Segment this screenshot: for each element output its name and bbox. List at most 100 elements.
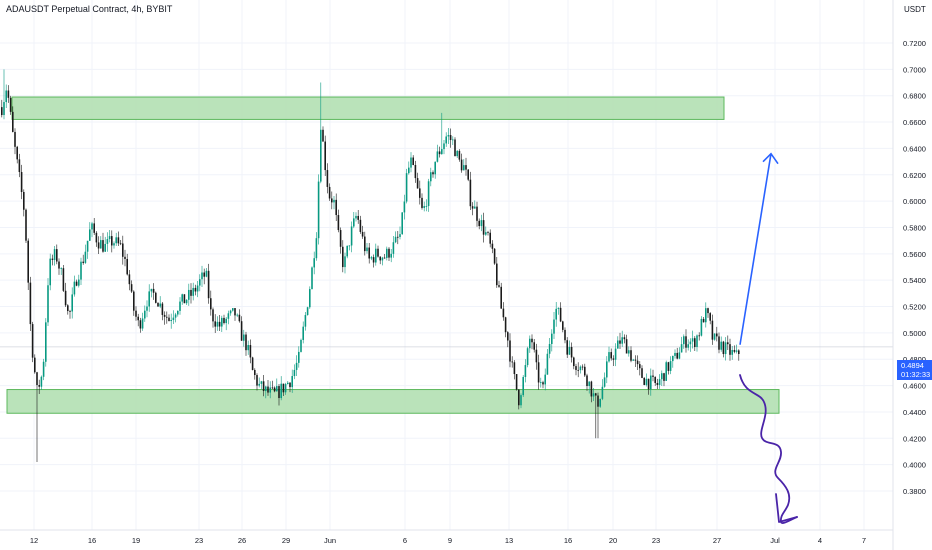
candle-body (392, 242, 395, 254)
candle-body (423, 206, 425, 208)
last-price-badge: 0.4894 01:32:33 (897, 360, 932, 380)
candle-body (280, 383, 282, 399)
candle-body (3, 102, 5, 116)
candle-body (493, 248, 496, 264)
candle-body (331, 198, 333, 203)
candle-body (51, 258, 54, 260)
candle-body (575, 366, 577, 370)
y-tick-label: 0.6600 (903, 118, 926, 127)
candle-body (551, 333, 553, 345)
candle-body (414, 164, 417, 179)
candle-body (298, 351, 300, 363)
x-tick-label: 23 (652, 536, 660, 545)
candle-body (108, 236, 111, 240)
chart-title: ADAUSDT Perpetual Contract, 4h, BYBIT (6, 4, 173, 14)
candle-body (97, 242, 100, 249)
candle-body (478, 220, 480, 227)
candle-body (509, 340, 511, 362)
candle-body (533, 342, 535, 350)
candle-body (460, 159, 463, 171)
candle-body (544, 374, 546, 385)
candle-body (201, 272, 203, 280)
candle-body (240, 321, 243, 341)
candle-body (42, 361, 45, 377)
candle-body (419, 188, 421, 198)
candle-body (454, 139, 456, 157)
candle-body (364, 236, 366, 252)
candle-body (95, 232, 98, 243)
candle-body (595, 393, 597, 396)
candle-body (696, 335, 698, 348)
candle-body (397, 236, 399, 238)
candle-body (221, 317, 223, 327)
candle-body (199, 279, 201, 286)
candle-body (370, 257, 373, 259)
x-tick-label: 7 (862, 536, 866, 545)
candle-body (359, 219, 362, 232)
candle-body (720, 341, 722, 350)
candle-body (166, 316, 168, 318)
candle-body (412, 157, 414, 165)
candle-body (196, 285, 199, 292)
candle-body (232, 308, 234, 311)
candle-body (216, 321, 219, 327)
candle-body (185, 299, 188, 304)
candle-body (16, 146, 18, 160)
candle-body (526, 348, 529, 366)
candle-body (729, 344, 731, 355)
candle-body (654, 376, 656, 383)
candle-body (205, 270, 208, 277)
candle-body (647, 378, 650, 390)
candle-body (724, 342, 727, 355)
candle-body (293, 369, 296, 377)
candle-body (529, 338, 531, 349)
candle-body (372, 257, 375, 263)
candle-body (366, 247, 368, 252)
candle-body (537, 362, 540, 383)
candle-body (438, 151, 441, 155)
candle-body (36, 372, 38, 386)
candle-body (619, 340, 621, 344)
candle-body (672, 355, 674, 362)
candle-body (661, 373, 663, 380)
candle-body (687, 344, 689, 348)
candle-body (656, 382, 659, 385)
candle-body (445, 136, 447, 144)
candle-body (731, 349, 733, 355)
x-tick-label: 13 (505, 536, 513, 545)
candle-body (60, 268, 62, 269)
y-tick-label: 0.6800 (903, 92, 926, 101)
candle-body (93, 223, 95, 233)
candle-body (405, 173, 408, 202)
candle-body (306, 307, 309, 316)
candle-body (700, 318, 703, 336)
candle-body (401, 212, 403, 235)
candle-body (623, 337, 626, 340)
x-tick-label: Jul (770, 536, 780, 545)
candle-body (91, 223, 93, 230)
candle-body (203, 272, 205, 277)
candle-body (117, 237, 120, 244)
candle-body (282, 383, 285, 393)
candle-body (447, 135, 450, 137)
y-tick-label: 0.4400 (903, 408, 926, 417)
candle-body (698, 335, 700, 337)
candle-body (82, 261, 84, 263)
y-tick-label: 0.7000 (903, 65, 926, 74)
candle-body (40, 376, 43, 387)
candle-body (144, 310, 146, 319)
candle-body (337, 215, 340, 231)
candle-body (449, 135, 452, 141)
candle-body (256, 375, 258, 386)
candle-body (689, 341, 692, 345)
candle-body (408, 167, 410, 174)
candle-body (410, 157, 412, 168)
candle-body (284, 384, 287, 393)
candle-body (29, 282, 32, 325)
candle-body (711, 320, 714, 340)
candle-body (89, 229, 91, 241)
candle-body (245, 334, 247, 351)
candle-body (73, 281, 76, 295)
zone-layer (6, 96, 780, 414)
